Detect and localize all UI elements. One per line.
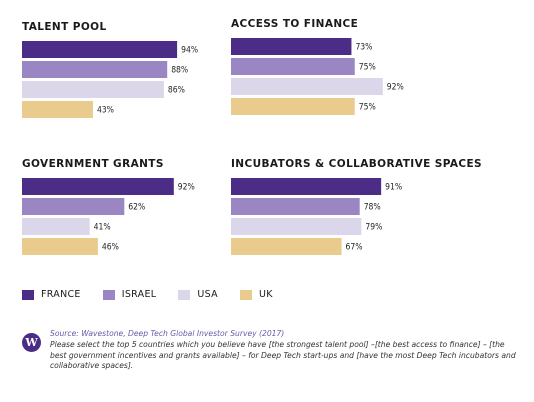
bar-france [231, 178, 382, 195]
bar-value-label: 41% [94, 223, 111, 233]
bar-value-label: 94% [181, 46, 198, 56]
bar-usa [231, 78, 383, 95]
bar-value-label: 62% [128, 203, 145, 213]
bar-israel [22, 198, 125, 215]
bar-israel [22, 61, 168, 78]
panel-title: TALENT POOL [22, 21, 107, 33]
bar-france [22, 41, 178, 58]
bar-uk [22, 101, 93, 118]
bar-usa [231, 218, 362, 235]
bar-value-label: 92% [178, 183, 195, 193]
legend-label: ISRAEL [121, 289, 157, 300]
bar-value-label: 86% [168, 86, 185, 96]
bar-chart-svg: 73% 75% 92% 75% [231, 38, 404, 115]
bar-value-label: 75% [359, 63, 376, 73]
bar-value-label: 73% [355, 43, 372, 53]
legend: FRANCE ISRAEL USA UK [22, 289, 295, 300]
bar-uk [231, 238, 342, 255]
legend-label: FRANCE [41, 289, 81, 300]
bar-chart-svg: 91% 78% 79%67% [231, 178, 402, 255]
wavestone-logo-icon: W [22, 333, 41, 352]
legend-label: UK [258, 289, 273, 300]
legend-label: USA [197, 289, 218, 300]
bar-israel [231, 198, 360, 215]
source-note: Source: Wavestone, Deep Tech Global Inve… [50, 329, 520, 372]
bar-value-label: 92% [387, 83, 404, 93]
bar-usa [22, 81, 164, 98]
survey-question: Please select the top 5 countries which … [50, 339, 516, 371]
panel-title: GOVERNMENT GRANTS [22, 158, 164, 170]
legend-swatch [102, 289, 115, 300]
legend-swatch [239, 289, 252, 300]
bar-uk [231, 98, 355, 115]
bar-value-label: 78% [364, 203, 381, 213]
bar-chart-svg: 94% 88% 86% 43% [22, 41, 198, 118]
legend-swatch [178, 289, 191, 300]
legend-item-usa: USA [178, 289, 218, 300]
bar-chart-svg: 92% 62% 41% 46% [22, 178, 195, 255]
panel-title: ACCESS TO FINANCE [231, 18, 359, 30]
legend-item-israel: ISRAEL [102, 289, 157, 300]
bar-usa [22, 218, 90, 235]
bar-value-label: 46% [102, 243, 119, 253]
bar-france [22, 178, 174, 195]
source-line: Source: Wavestone, Deep Tech Global Inve… [50, 329, 285, 338]
bar-value-label: 43% [97, 106, 114, 116]
bar-uk [22, 238, 98, 255]
bar-value-label: 67% [346, 243, 363, 253]
bar-france [231, 38, 352, 55]
bar-value-label: 91% [385, 183, 402, 193]
bar-israel [231, 58, 355, 75]
panel-title: INCUBATORS & COLLABORATIVE SPACES [231, 158, 482, 170]
bar-value-label: 88% [171, 66, 188, 76]
bar-value-label: 79% [365, 223, 382, 233]
legend-item-uk: UK [239, 289, 273, 300]
bar-value-label: 75% [359, 103, 376, 113]
legend-swatch [22, 289, 34, 300]
legend-item-france: FRANCE [22, 289, 81, 300]
